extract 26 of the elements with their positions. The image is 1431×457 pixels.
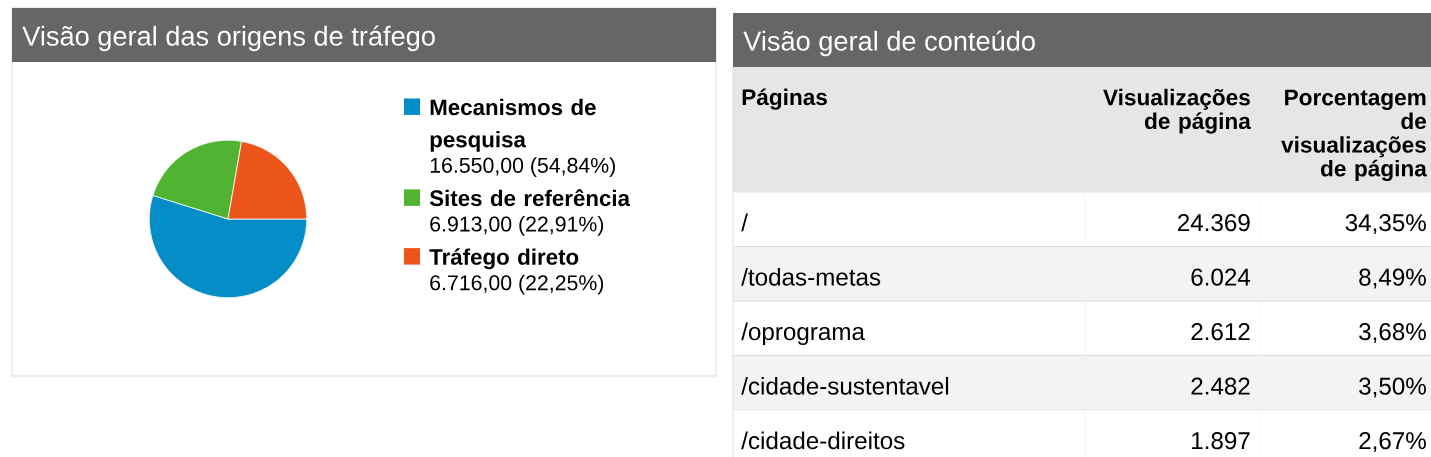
text: Visão geral de conteúdo bbox=[743, 30, 1035, 57]
text: Páginas bbox=[742, 88, 827, 110]
text: 24.369 bbox=[1178, 214, 1250, 232]
text: /oprograma bbox=[741, 322, 865, 346]
text: 3,68% bbox=[1359, 323, 1426, 344]
data-label: 16.550,00 (54,84%) bbox=[430, 157, 615, 178]
text: 2.612 bbox=[1191, 323, 1250, 341]
legend-label: Mecanismos de pesquisa bbox=[430, 98, 596, 152]
text: /cidade-sustentavel bbox=[741, 376, 949, 395]
data-label: 6.716,00 (22,25%) bbox=[430, 274, 604, 295]
text: Porcentagem de visualizações de página bbox=[1281, 89, 1427, 182]
chart-title: Visão geral das origens de tráfego bbox=[22, 25, 435, 52]
text: 2.482 bbox=[1191, 377, 1250, 395]
text: 6.024 bbox=[1191, 268, 1251, 286]
text: 1.897 bbox=[1192, 432, 1250, 450]
text: /todas-metas bbox=[741, 267, 881, 286]
text: 2,67% bbox=[1359, 432, 1426, 453]
text: 3,50% bbox=[1359, 377, 1426, 398]
text: 8,49% bbox=[1359, 268, 1426, 289]
text: Visualizações de página bbox=[1103, 88, 1251, 134]
text: /cidade-direitos bbox=[741, 431, 905, 450]
text: 34,35% bbox=[1345, 214, 1426, 235]
legend-label: Tráfego direto bbox=[429, 248, 579, 270]
legend-label: Sites de referência bbox=[429, 189, 631, 207]
text: / bbox=[741, 213, 748, 232]
data-label: 6.913,00 (22,91%) bbox=[430, 215, 604, 236]
